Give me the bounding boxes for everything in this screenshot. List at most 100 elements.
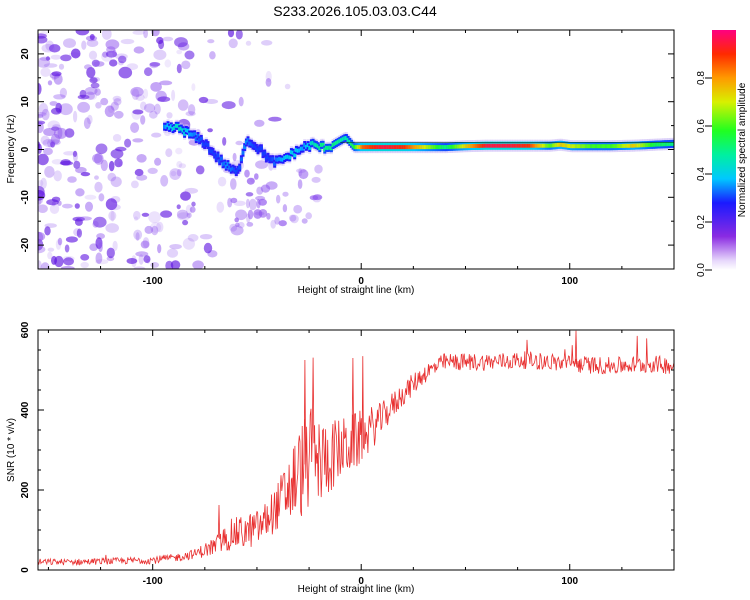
noise-blob (150, 262, 160, 268)
noise-blob (234, 217, 239, 223)
ridge-cell (348, 139, 352, 144)
ridge-cell (223, 161, 227, 166)
snr-series-line (38, 330, 674, 567)
ridge-cell (493, 143, 497, 148)
ridge-cell (566, 143, 570, 148)
noise-blob (95, 237, 103, 250)
ridge-cell (173, 126, 177, 130)
ridge-cell (466, 144, 470, 149)
ridge-cell (259, 146, 263, 151)
ridge-cell (203, 143, 207, 148)
ridge-cell (540, 143, 544, 148)
noise-blob (144, 225, 154, 234)
noise-blob (57, 127, 63, 139)
noise-blob (118, 161, 123, 167)
ridge-cell (668, 142, 672, 146)
ridge-cell (370, 145, 373, 150)
noise-blob (124, 138, 132, 148)
noise-blob (143, 30, 148, 39)
ridge-cell (208, 148, 212, 153)
ridge-cell (366, 145, 370, 150)
ridge-cell (645, 143, 649, 148)
ridge-cell (406, 145, 410, 150)
noise-blob (118, 55, 127, 64)
ridge-cell (446, 145, 450, 149)
noise-blob (40, 67, 51, 77)
ridge-cell (425, 145, 428, 150)
noise-blob (104, 105, 115, 118)
noise-blob (67, 176, 77, 183)
noise-blob (72, 150, 78, 157)
ridge-cell (199, 136, 203, 141)
snr-y-tick-label: 0 (20, 567, 31, 573)
ridge-cell (386, 145, 390, 150)
ridge-cell (516, 143, 520, 148)
noise-blob (238, 96, 244, 107)
ridge-cell (408, 145, 412, 150)
noise-blob (38, 113, 44, 119)
noise-blob (43, 128, 56, 136)
noise-blob (51, 159, 64, 165)
ridge-core (163, 121, 674, 177)
ridge-cell (224, 164, 228, 169)
noise-blob (38, 260, 42, 269)
noise-blob (293, 204, 303, 214)
noise-blob (185, 204, 193, 216)
noise-blob (51, 76, 57, 81)
noise-blob (38, 57, 50, 68)
noise-blob (312, 194, 323, 201)
noise-blob (53, 94, 66, 100)
noise-blob (207, 39, 215, 44)
ridge-cell (496, 143, 500, 148)
ridge-cell (525, 143, 529, 148)
ridge-cell (306, 143, 310, 148)
ridge-cell (440, 145, 443, 150)
ridge-cell (441, 145, 445, 150)
noise-blob (93, 61, 105, 67)
noise-blob (132, 138, 144, 143)
ridge-cell (396, 145, 400, 150)
ridge-cell (198, 138, 202, 143)
ridge-cell (239, 157, 243, 162)
noise-blob (44, 226, 51, 236)
noise-blob (43, 63, 58, 68)
x-tick-label: 0 (358, 276, 364, 287)
noise-blob (110, 176, 122, 188)
noise-blob (162, 36, 174, 42)
ridge-cell (350, 141, 353, 146)
colorbar: 0.0 0.2 0.4 0.6 0.8 Normalized spectral ampl… (696, 30, 748, 277)
ridge-cell (550, 143, 554, 148)
noise-blob (164, 59, 172, 68)
ridge-cell (428, 145, 432, 150)
noise-blob (41, 108, 50, 121)
ridge-cell (538, 143, 542, 148)
noise-blob (289, 214, 297, 222)
ridge-cell (181, 128, 185, 133)
ridge-cell (194, 137, 198, 142)
ridge-cell (641, 143, 645, 148)
ridge-cell (380, 145, 383, 150)
ridge-cell (321, 142, 325, 147)
ridge-cell (244, 140, 248, 145)
noise-blob (83, 117, 91, 129)
noise-blob (185, 111, 196, 117)
noise-blob (90, 82, 100, 89)
ridge-cell (485, 143, 489, 148)
ridge-cell (363, 145, 367, 150)
noise-blob (184, 187, 199, 194)
ridge-cell (264, 156, 268, 161)
noise-blob (274, 216, 280, 225)
noise-blob (268, 116, 282, 122)
noise-blob (108, 105, 114, 113)
noise-blob (235, 30, 243, 40)
ridge-cell (605, 144, 609, 149)
noise-blob (59, 87, 67, 98)
noise-blob (301, 218, 308, 224)
noise-blob (41, 43, 55, 53)
ridge-cell (189, 132, 193, 137)
ridge-cell (420, 145, 423, 150)
ridge-cell (506, 143, 510, 148)
noise-blob (157, 244, 162, 254)
noise-blob (135, 232, 140, 241)
